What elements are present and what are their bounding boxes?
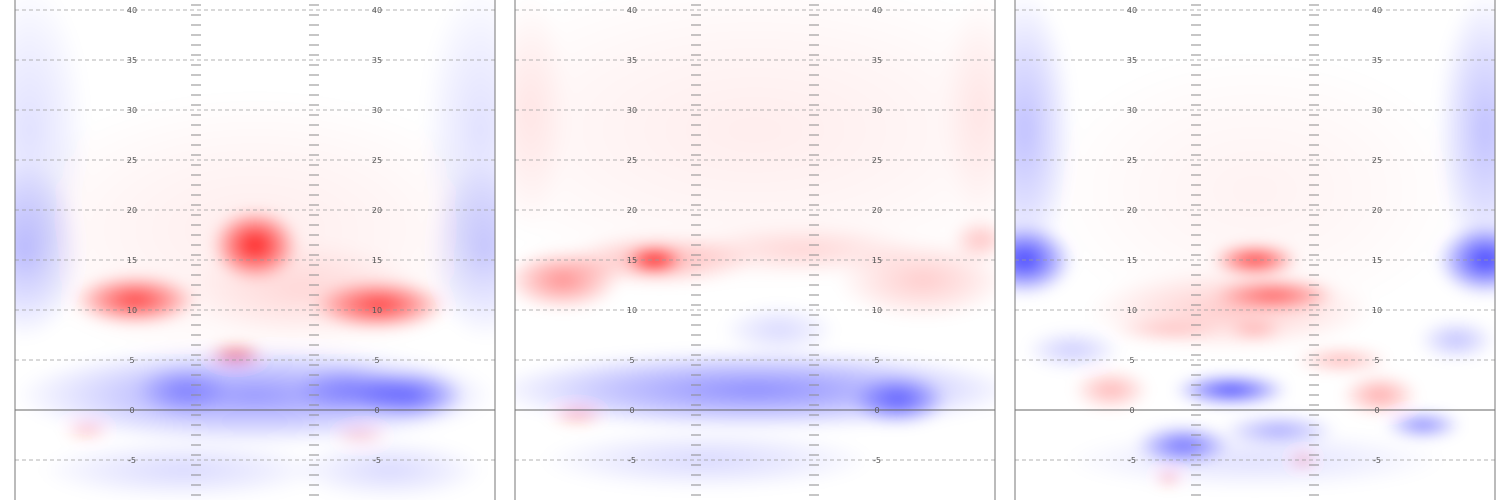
y-tick-label: 10 — [1127, 306, 1137, 315]
y-tick-label: 20 — [372, 206, 382, 215]
y-tick-label: 35 — [1127, 56, 1137, 65]
y-tick-label: 10 — [872, 306, 882, 315]
y-tick-label: 35 — [372, 56, 382, 65]
heatmap-cell — [1173, 375, 1289, 405]
y-tick-label: 5 — [1374, 356, 1379, 365]
y-tick-label: 35 — [127, 56, 137, 65]
heatmap-cell — [183, 240, 423, 340]
heatmap-cell — [1437, 0, 1495, 270]
y-tick-label: 30 — [872, 106, 882, 115]
heatmap-cell — [63, 420, 111, 440]
y-tick-label: 15 — [127, 256, 137, 265]
y-tick-label: 40 — [872, 6, 882, 15]
y-tick-label: 25 — [127, 156, 137, 165]
y-tick-label: 35 — [1372, 56, 1382, 65]
y-tick-label: -5 — [1373, 456, 1381, 465]
heatmap-cell — [1154, 471, 1183, 485]
heatmap-cell — [1015, 0, 1073, 270]
heatmap-cell — [72, 275, 198, 325]
heatmap-panel-3: 40403535303025252020151510105500-5-5 — [1014, 0, 1496, 500]
heatmap-cell — [293, 440, 486, 500]
y-tick-label: 30 — [1372, 106, 1382, 115]
heatmap-panel-1: 40403535303025252020151510105500-5-5 — [14, 0, 496, 500]
heatmap-cell — [515, 0, 568, 230]
heatmap-cell — [1384, 412, 1462, 438]
y-tick-label: 30 — [127, 106, 137, 115]
y-tick-label: 15 — [627, 256, 637, 265]
heatmap-cell — [515, 0, 995, 290]
heatmap-cell — [1024, 330, 1121, 370]
y-tick-label: 25 — [372, 156, 382, 165]
y-tick-label: 20 — [1372, 206, 1382, 215]
y-tick-label: 30 — [372, 106, 382, 115]
heatmap-cell — [951, 220, 995, 260]
y-tick-label: -5 — [373, 456, 381, 465]
heatmap-cell — [331, 425, 390, 445]
y-tick-label: 40 — [127, 6, 137, 15]
y-tick-label: 35 — [872, 56, 882, 65]
y-tick-label: 20 — [627, 206, 637, 215]
y-tick-label: 20 — [872, 206, 882, 215]
y-tick-label: 5 — [374, 356, 379, 365]
y-tick-label: 35 — [627, 56, 637, 65]
y-tick-label: -5 — [128, 456, 136, 465]
heatmap-cell — [851, 375, 947, 425]
heatmap-field — [15, 0, 495, 500]
y-tick-label: 25 — [872, 156, 882, 165]
heatmap-cell — [1418, 320, 1495, 360]
heatmap-cell — [39, 440, 327, 500]
y-tick-label: 10 — [627, 306, 637, 315]
y-tick-label: 30 — [627, 106, 637, 115]
heatmap-cell — [293, 365, 409, 415]
heatmap-cell — [1111, 320, 1227, 340]
y-tick-label: 25 — [1372, 156, 1382, 165]
heatmap-cell — [1293, 348, 1390, 372]
y-tick-label: -5 — [628, 456, 636, 465]
heatmap-cell — [942, 0, 995, 230]
y-tick-label: 40 — [372, 6, 382, 15]
y-tick-label: 40 — [1372, 6, 1382, 15]
heatmap-cell — [721, 305, 837, 355]
y-tick-label: 30 — [1127, 106, 1137, 115]
heatmap-panel-2: 40403535303025252020151510105500-5-5 — [514, 0, 996, 500]
y-tick-label: 15 — [872, 256, 882, 265]
y-tick-label: 5 — [874, 356, 879, 365]
heatmap-cell — [1226, 320, 1284, 340]
heatmap-cell — [1039, 50, 1471, 330]
y-tick-label: 15 — [372, 256, 382, 265]
y-tick-label: 40 — [627, 6, 637, 15]
y-tick-label: 10 — [1372, 306, 1382, 315]
y-tick-label: 20 — [1127, 206, 1137, 215]
y-tick-label: 10 — [372, 306, 382, 315]
heatmap-field — [1015, 0, 1495, 500]
heatmap-cell — [1341, 375, 1419, 415]
y-tick-label: 5 — [129, 356, 134, 365]
heatmap-cell — [548, 405, 607, 425]
y-tick-label: 15 — [1127, 256, 1137, 265]
y-tick-label: -5 — [1128, 456, 1136, 465]
heatmap-cell — [135, 365, 231, 415]
y-tick-label: 5 — [1129, 356, 1134, 365]
y-tick-label: 40 — [1127, 6, 1137, 15]
y-tick-label: 15 — [1372, 256, 1382, 265]
y-tick-label: 25 — [627, 156, 637, 165]
heatmap-cell — [836, 240, 995, 320]
y-tick-label: 20 — [127, 206, 137, 215]
y-tick-label: 5 — [629, 356, 634, 365]
y-tick-label: 10 — [127, 306, 137, 315]
y-tick-label: -5 — [873, 456, 881, 465]
heatmap-cell — [1072, 370, 1150, 410]
y-tick-label: 25 — [1127, 156, 1137, 165]
heatmap-field — [515, 0, 995, 500]
